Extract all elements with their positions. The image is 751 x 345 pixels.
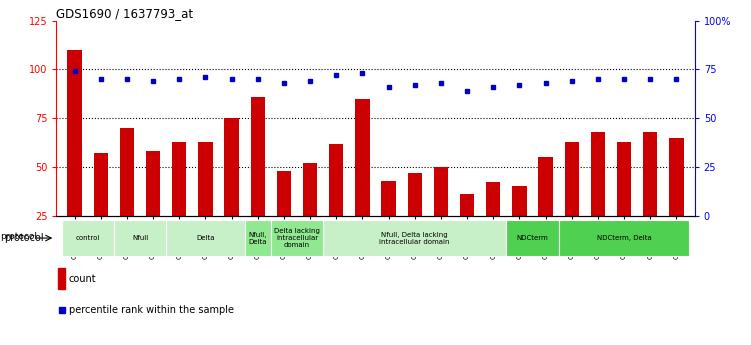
Bar — [172, 141, 186, 264]
Text: Nfull,
Delta: Nfull, Delta — [249, 231, 267, 245]
Bar — [434, 167, 448, 264]
Text: protocol: protocol — [4, 233, 44, 243]
Bar — [382, 180, 396, 264]
Bar — [146, 151, 160, 264]
Bar — [323, 220, 506, 256]
Text: NDCterm: NDCterm — [517, 235, 548, 241]
Bar — [565, 141, 579, 264]
Bar — [559, 220, 689, 256]
Bar — [617, 141, 632, 264]
Bar — [506, 220, 559, 256]
Bar — [68, 50, 82, 264]
Bar — [329, 144, 343, 264]
Bar — [62, 220, 114, 256]
Bar — [271, 220, 323, 256]
Bar — [460, 194, 475, 264]
Bar — [225, 118, 239, 264]
Text: Delta lacking
intracellular
domain: Delta lacking intracellular domain — [274, 228, 320, 248]
Bar — [408, 173, 422, 264]
Bar — [276, 171, 291, 264]
Text: count: count — [69, 274, 96, 284]
Text: percentile rank within the sample: percentile rank within the sample — [69, 305, 234, 315]
Bar — [59, 268, 65, 288]
Bar — [119, 128, 134, 264]
Text: Delta: Delta — [196, 235, 215, 241]
Bar — [245, 220, 271, 256]
Bar — [538, 157, 553, 264]
Text: NDCterm, Delta: NDCterm, Delta — [596, 235, 651, 241]
Text: Nfull: Nfull — [132, 235, 148, 241]
Text: Nfull, Delta lacking
intracellular domain: Nfull, Delta lacking intracellular domai… — [379, 231, 450, 245]
Text: control: control — [76, 235, 100, 241]
Bar — [251, 97, 265, 264]
Bar — [355, 99, 369, 264]
Bar — [512, 186, 526, 264]
Bar — [94, 153, 108, 264]
Bar — [643, 132, 657, 264]
Bar — [303, 163, 317, 264]
Bar — [591, 132, 605, 264]
Bar — [166, 220, 245, 256]
Text: protocol: protocol — [0, 231, 37, 241]
Bar — [486, 183, 500, 264]
Bar — [198, 141, 213, 264]
Bar — [669, 138, 683, 264]
Text: GDS1690 / 1637793_at: GDS1690 / 1637793_at — [56, 7, 194, 20]
Bar — [114, 220, 166, 256]
